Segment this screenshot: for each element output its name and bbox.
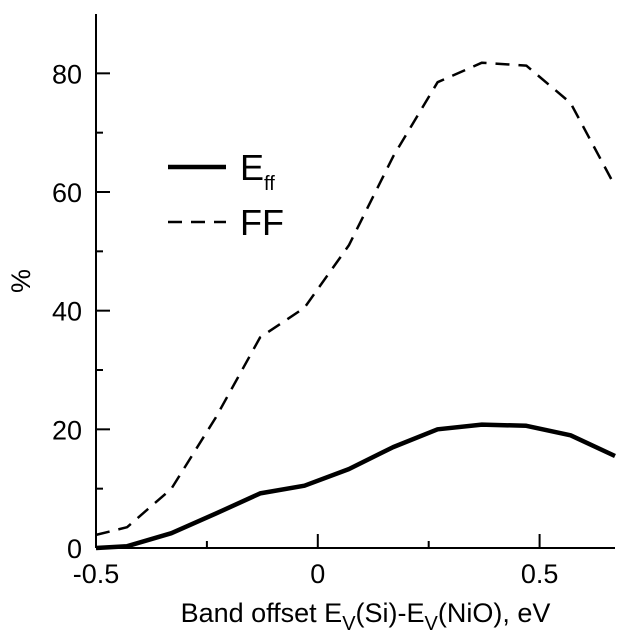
legend-label-2: FF — [240, 202, 284, 243]
y-tick-label: 40 — [52, 297, 82, 327]
y-tick-label: 60 — [52, 178, 82, 208]
y-axis-label: % — [6, 269, 36, 293]
series-lines — [95, 61, 617, 551]
axis-labels: % Band offset EV(Si)-EV(NiO), eV — [6, 269, 550, 631]
x-tick-label: -0.5 — [73, 559, 120, 589]
x-axis-label: Band offset EV(Si)-EV(NiO), eV — [181, 598, 551, 631]
y-tick-label: 20 — [52, 415, 82, 445]
x-tick-label: 0 — [310, 559, 325, 589]
axes — [95, 14, 615, 549]
eff-series-line — [95, 422, 616, 551]
legend: Eff FF — [168, 147, 284, 243]
ff-series-line — [95, 61, 617, 537]
x-tick-label: 0.5 — [521, 559, 559, 589]
y-tick-label: 0 — [67, 534, 82, 564]
legend-label-1: Eff — [240, 147, 275, 195]
y-tick-label: 80 — [52, 59, 82, 89]
